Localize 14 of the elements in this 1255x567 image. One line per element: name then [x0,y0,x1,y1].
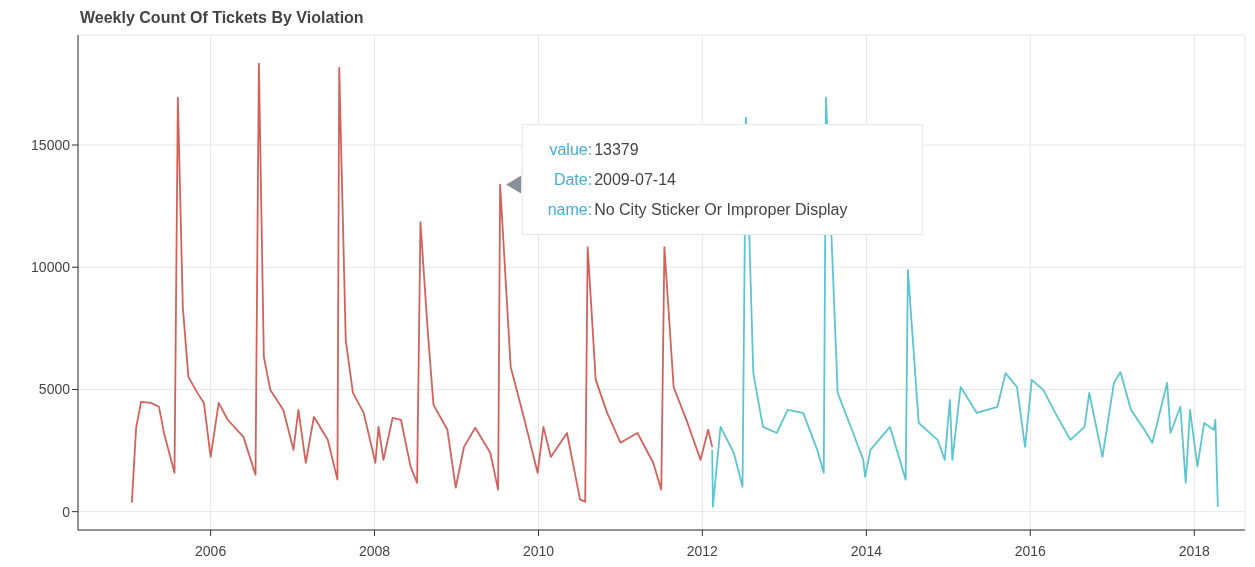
chart-title: Weekly Count Of Tickets By Violation [80,9,364,27]
y-tick-label: 10000 [31,259,71,276]
x-tick-label: 2018 [1178,542,1211,559]
y-tick-label: 15000 [31,136,71,153]
x-tick-label: 2008 [358,542,391,559]
x-tick-label: 2016 [1014,542,1047,559]
x-tick-label: 2010 [522,542,555,559]
annotation: value:13379 Date:2009-07-14 name:No City Sticker Or Improper Display [547,140,848,218]
x-tick-label: 2014 [850,542,883,559]
x-tick-label: 2012 [686,542,719,559]
x-tick-label: 2006 [195,542,227,559]
y-tick-label: 0 [62,503,71,520]
y-tick-label: 5000 [38,381,71,398]
tooltip: value:13379 Date:2009-07-14 name:No City Sticker Or Improper Display [506,124,923,236]
